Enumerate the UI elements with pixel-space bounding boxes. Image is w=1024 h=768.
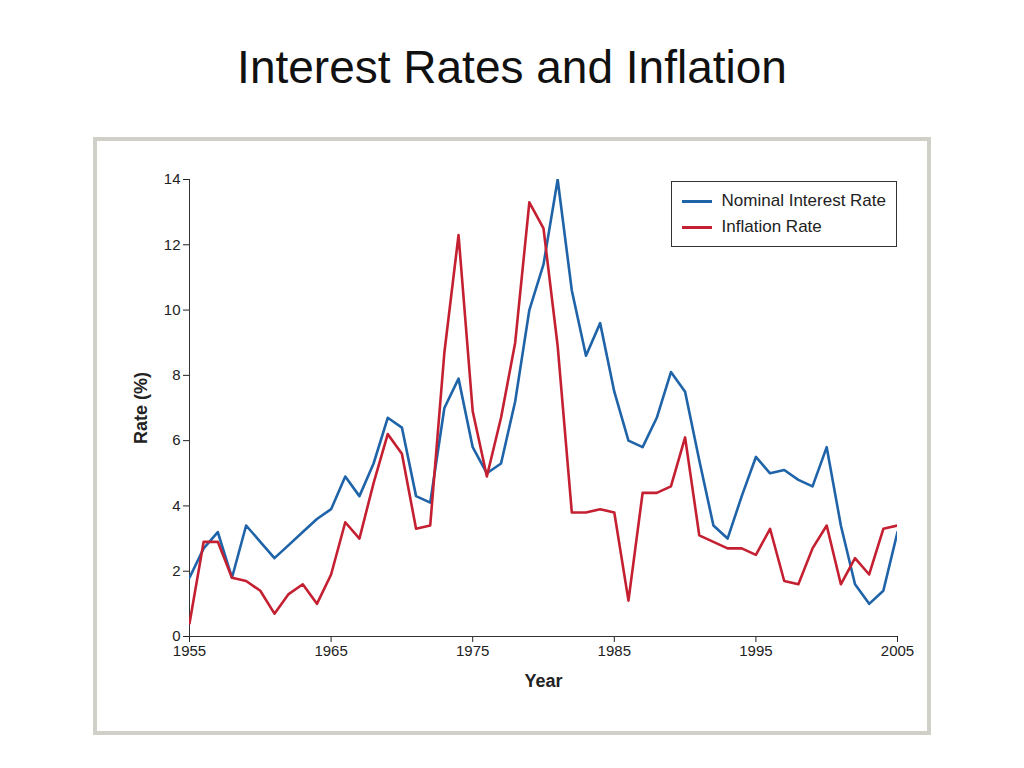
html-text:Nominal Interest Rate: Nominal Interest Rate bbox=[721, 191, 886, 210]
svg-text:1965: 1965 bbox=[314, 642, 347, 659]
svg-text:8: 8 bbox=[172, 366, 180, 383]
svg-text:14: 14 bbox=[164, 170, 181, 187]
svg-text:1975: 1975 bbox=[456, 642, 489, 659]
svg-text:Year: Year bbox=[524, 671, 562, 691]
svg-text:4: 4 bbox=[172, 497, 180, 514]
svg-text:2005: 2005 bbox=[881, 642, 914, 659]
svg-text:10: 10 bbox=[164, 301, 181, 318]
html-text:Inflation Rate: Inflation Rate bbox=[721, 217, 822, 236]
svg-text:2: 2 bbox=[172, 562, 180, 579]
svg-text:1955: 1955 bbox=[173, 642, 206, 659]
svg-text:1985: 1985 bbox=[598, 642, 631, 659]
svg-text:12: 12 bbox=[164, 236, 181, 253]
html-text:Interest Rates and Inflation: Interest Rates and Inflation bbox=[237, 41, 787, 93]
svg-text:6: 6 bbox=[172, 431, 180, 448]
svg-text:Rate (%): Rate (%) bbox=[131, 372, 151, 444]
svg-text:1995: 1995 bbox=[739, 642, 772, 659]
svg-text:0: 0 bbox=[172, 627, 181, 645]
